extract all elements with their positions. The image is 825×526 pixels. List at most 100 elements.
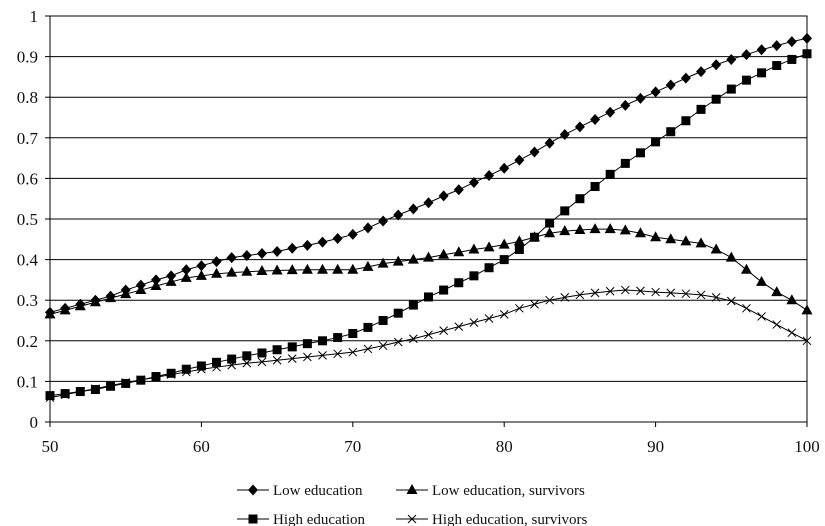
data-point-x — [651, 287, 660, 297]
data-point-square — [726, 84, 736, 94]
data-point-triangle — [301, 263, 313, 274]
data-point-square — [60, 389, 70, 399]
y-tick-label: 0.9 — [17, 48, 38, 67]
data-point-diamond — [559, 129, 570, 141]
data-point-square — [787, 54, 797, 64]
data-point-square — [166, 368, 176, 378]
data-point-triangle — [498, 238, 510, 249]
data-point-square — [181, 364, 191, 374]
data-point-diamond — [484, 170, 495, 182]
data-point-diamond — [650, 86, 661, 98]
data-point-diamond — [362, 222, 373, 234]
y-tick-label: 0.4 — [17, 251, 39, 270]
data-point-square — [393, 308, 403, 318]
data-point-x — [181, 367, 191, 377]
data-point-triangle — [271, 264, 283, 275]
data-point-diamond — [287, 242, 298, 254]
data-point-triangle — [725, 251, 737, 262]
data-point-square — [802, 49, 812, 59]
data-point-x — [272, 355, 282, 365]
data-point-square — [651, 137, 661, 147]
data-point-triangle — [347, 263, 359, 274]
data-point-square — [499, 255, 509, 265]
data-point-diamond — [347, 228, 358, 240]
data-point-triangle — [513, 235, 525, 246]
data-point-square — [348, 328, 358, 338]
data-point-diamond — [150, 274, 161, 286]
legend-marker-square — [248, 514, 258, 524]
data-point-diamond — [499, 162, 510, 174]
series-diamond — [45, 32, 812, 318]
data-point-square — [484, 263, 494, 273]
data-point-triangle — [786, 294, 798, 305]
data-point-triangle — [680, 235, 692, 246]
data-point-triangle — [332, 263, 344, 274]
data-point-square — [620, 158, 630, 168]
data-point-square — [227, 354, 237, 364]
data-point-x — [393, 337, 403, 347]
data-point-triangle — [438, 248, 450, 259]
data-point-triangle — [634, 227, 646, 238]
data-point-triangle — [468, 243, 480, 254]
y-tick-label: 1 — [30, 7, 39, 26]
data-point-triangle — [392, 255, 404, 266]
y-tick-label: 0.5 — [17, 210, 38, 229]
data-point-diamond — [196, 260, 207, 272]
data-point-x — [197, 364, 206, 374]
data-point-square — [635, 148, 645, 158]
data-point-triangle — [453, 246, 465, 257]
data-point-triangle — [226, 266, 238, 277]
legend-entry: Low education, survivors — [396, 483, 585, 499]
data-point-triangle — [604, 223, 616, 234]
data-point-square — [424, 292, 433, 302]
data-point-square — [121, 378, 131, 388]
x-tick-label: 50 — [42, 437, 59, 456]
data-point-triangle — [74, 300, 86, 311]
data-point-square — [378, 316, 388, 325]
data-point-triangle — [211, 267, 223, 278]
data-point-triangle — [407, 253, 419, 264]
y-tick-label: 0.2 — [17, 332, 38, 351]
data-point-diamond — [226, 252, 237, 264]
data-point-triangle — [59, 304, 71, 315]
x-tick-label: 60 — [193, 437, 210, 456]
data-point-x — [772, 320, 782, 329]
data-point-square — [287, 342, 297, 352]
data-point-diamond — [408, 203, 419, 215]
data-point-triangle — [362, 260, 374, 271]
data-point-x — [45, 393, 55, 402]
data-point-square — [711, 94, 721, 104]
gridlines — [50, 56, 807, 382]
data-point-x — [121, 378, 131, 387]
data-point-square — [242, 351, 252, 361]
data-point-triangle — [105, 292, 117, 303]
data-point-x — [136, 375, 146, 385]
data-point-square — [151, 372, 161, 382]
data-point-triangle — [89, 296, 101, 307]
data-point-x — [166, 370, 176, 379]
data-point-triangle — [695, 237, 707, 248]
data-point-square — [408, 300, 418, 310]
data-point-x — [409, 334, 418, 344]
data-point-square — [469, 271, 479, 281]
data-point-x — [469, 318, 479, 327]
data-point-x — [787, 328, 797, 338]
series-layer — [44, 32, 813, 402]
data-point-square — [681, 116, 691, 126]
data-point-x — [227, 360, 237, 370]
data-point-x — [287, 354, 297, 364]
data-point-triangle — [165, 275, 177, 286]
data-point-square — [45, 391, 55, 401]
data-point-triangle — [483, 241, 495, 252]
data-point-diamond — [605, 106, 616, 118]
series-triangle — [44, 223, 813, 319]
data-point-x — [348, 347, 358, 357]
data-point-diamond — [529, 146, 540, 158]
x-tick-label: 80 — [496, 437, 513, 456]
data-point-x — [91, 384, 100, 394]
data-point-square — [757, 68, 767, 78]
legend-label: Low education, survivors — [432, 483, 585, 499]
data-point-x — [590, 288, 600, 298]
data-point-x — [75, 387, 85, 396]
data-point-x — [242, 358, 252, 368]
